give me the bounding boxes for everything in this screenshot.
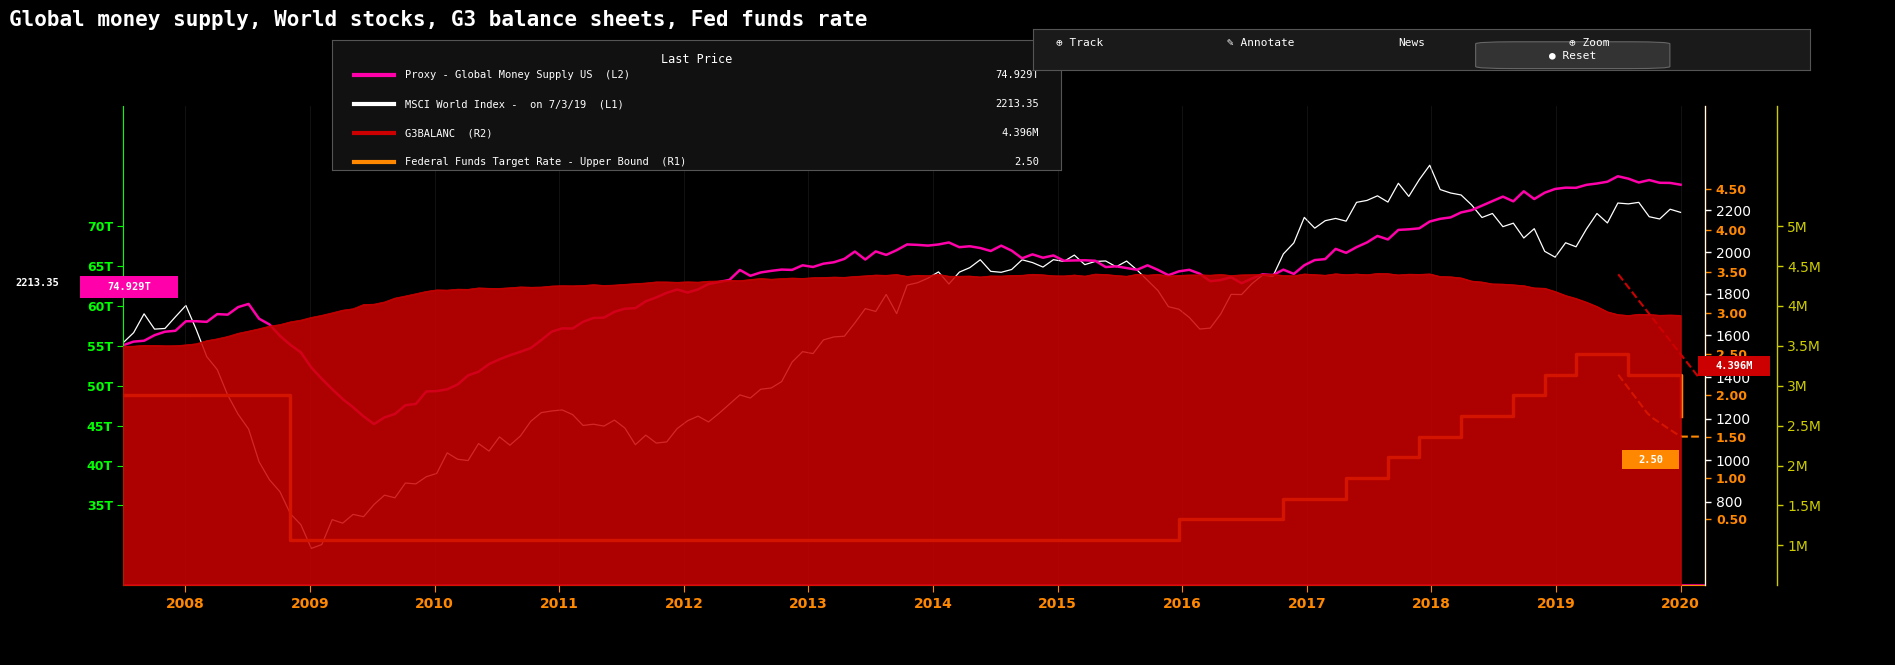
FancyBboxPatch shape [1476,42,1669,68]
Text: ⊕ Zoom: ⊕ Zoom [1569,38,1609,48]
Text: ✎ Annotate: ✎ Annotate [1228,38,1294,48]
Text: 4.396M: 4.396M [1002,128,1038,138]
Text: 74.929T: 74.929T [106,282,152,292]
Text: 2213.35: 2213.35 [995,99,1038,109]
Text: 2.50: 2.50 [1637,454,1664,465]
Text: Federal Funds Target Rate - Upper Bound  (R1): Federal Funds Target Rate - Upper Bound … [406,158,686,168]
Text: Last Price: Last Price [661,53,731,66]
Text: MSCI World Index -  on 7/3/19  (L1): MSCI World Index - on 7/3/19 (L1) [406,99,623,109]
Text: 2.50: 2.50 [1014,158,1038,168]
Text: 4.396M: 4.396M [1715,360,1753,371]
Text: Global money supply, World stocks, G3 balance sheets, Fed funds rate: Global money supply, World stocks, G3 ba… [9,10,868,30]
Text: 2213.35: 2213.35 [15,277,59,288]
Text: ● Reset: ● Reset [1548,51,1596,61]
Text: ⊕ Track: ⊕ Track [1056,38,1103,48]
Text: Proxy - Global Money Supply US  (L2): Proxy - Global Money Supply US (L2) [406,70,629,80]
Text: News: News [1399,38,1425,48]
Text: 74.929T: 74.929T [995,70,1038,80]
Text: G3BALANC  (R2): G3BALANC (R2) [406,128,493,138]
